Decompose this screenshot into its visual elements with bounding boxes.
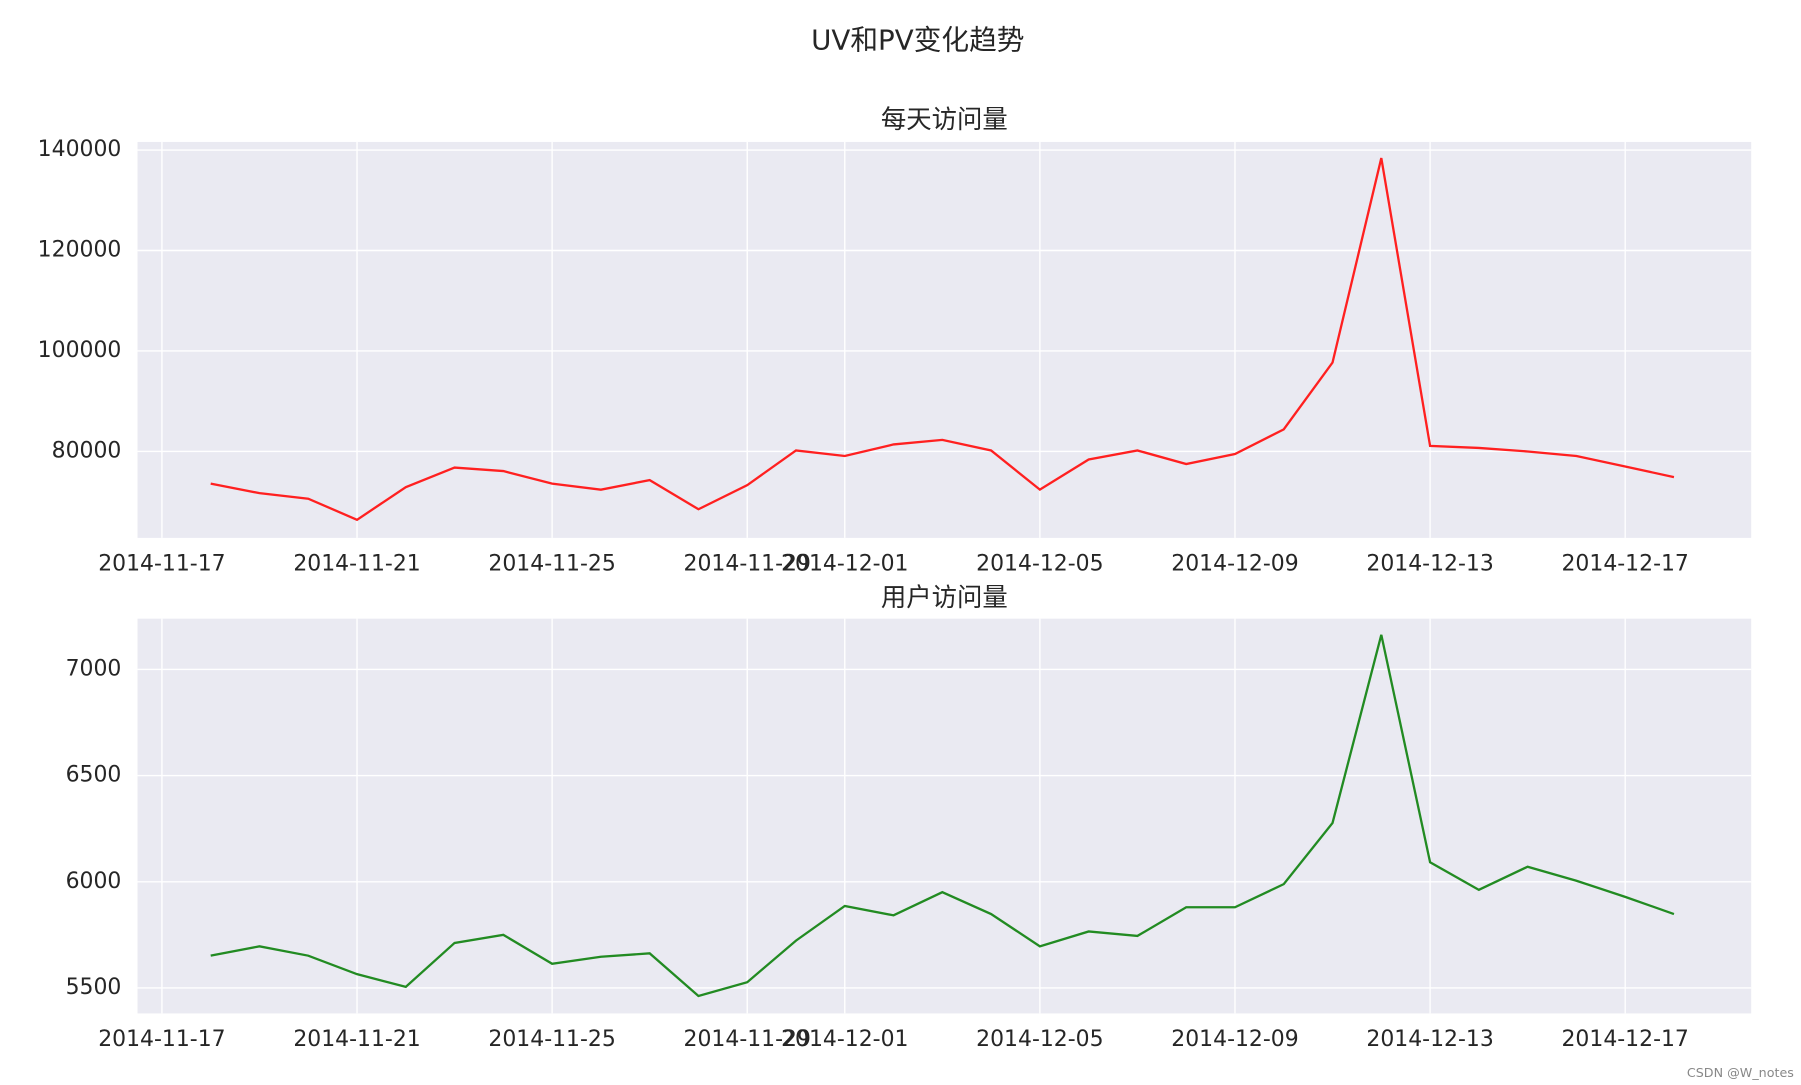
x-tick-label: 2014-11-25 xyxy=(488,1027,615,1052)
x-tick-label: 2014-12-17 xyxy=(1561,1027,1688,1052)
watermark: CSDN @W_notes xyxy=(1687,1065,1794,1080)
y-tick-label: 80000 xyxy=(52,438,122,463)
x-tick-label: 2014-11-25 xyxy=(488,551,615,576)
y-tick-label: 6500 xyxy=(66,763,122,788)
main-title: UV和PV变化趋势 xyxy=(811,24,1024,57)
x-tick-label: 2014-12-13 xyxy=(1366,1027,1493,1052)
x-tick-label: 2014-11-29 xyxy=(684,551,811,576)
y-tick-label: 100000 xyxy=(38,338,122,363)
plot-area xyxy=(137,618,1752,1014)
x-tick-label: 2014-12-13 xyxy=(1366,551,1493,576)
plot-area xyxy=(137,141,1752,538)
x-tick-label: 2014-12-01 xyxy=(781,1027,908,1052)
x-tick-label: 2014-11-21 xyxy=(293,1027,420,1052)
y-tick-label: 5500 xyxy=(66,975,122,1000)
x-tick-label: 2014-12-01 xyxy=(781,551,908,576)
data-line xyxy=(210,157,1675,522)
x-tick-label: 2014-12-09 xyxy=(1171,1027,1298,1052)
x-tick-label: 2014-11-29 xyxy=(684,1027,811,1052)
y-tick-label: 6000 xyxy=(66,869,122,894)
x-tick-label: 2014-11-17 xyxy=(98,551,225,576)
x-tick-label: 2014-11-21 xyxy=(293,551,420,576)
x-tick-label: 2014-12-05 xyxy=(976,1027,1103,1052)
y-tick-label: 7000 xyxy=(66,656,122,681)
data-line xyxy=(210,634,1675,998)
x-tick-label: 2014-12-09 xyxy=(1171,551,1298,576)
chart-title: 用户访问量 xyxy=(881,582,1008,612)
x-tick-label: 2014-12-17 xyxy=(1561,551,1688,576)
x-tick-label: 2014-12-05 xyxy=(976,551,1103,576)
y-tick-label: 120000 xyxy=(38,237,122,262)
x-tick-label: 2014-11-17 xyxy=(98,1027,225,1052)
y-tick-label: 140000 xyxy=(38,137,122,162)
chart-title: 每天访问量 xyxy=(881,104,1008,134)
